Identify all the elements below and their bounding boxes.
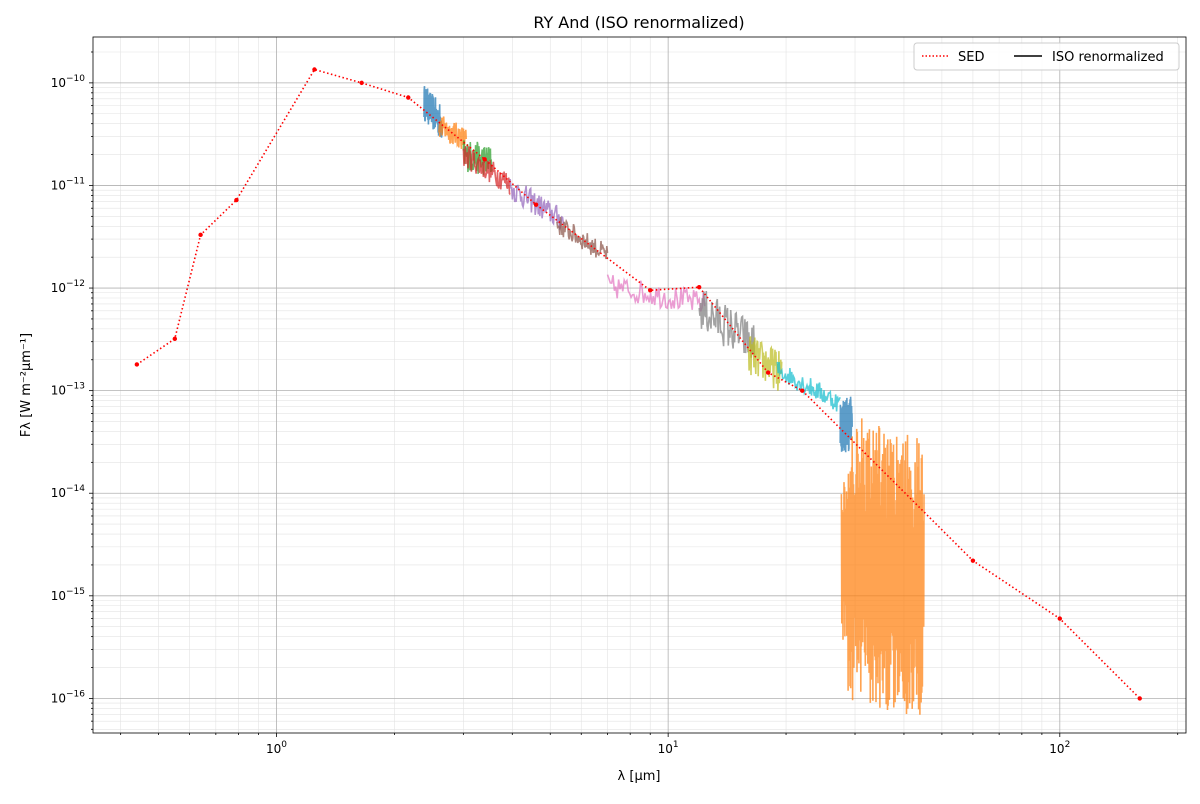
chart-title: RY And (ISO renormalized)	[533, 13, 744, 32]
sed-point	[359, 80, 364, 86]
y-tick-base: 10	[51, 486, 66, 500]
y-tick-label: 10−13	[51, 382, 85, 398]
iso-segment-line	[776, 361, 841, 412]
y-tick-base: 10	[51, 589, 66, 603]
iso-segment-line	[462, 146, 511, 195]
plot-background	[93, 37, 1186, 733]
x-tick-base: 10	[1049, 742, 1064, 756]
y-tick-base: 10	[51, 178, 66, 192]
x-tick-exponent: 1	[673, 740, 679, 750]
x-tick-label: 100	[266, 740, 287, 756]
y-tick-exponent: −14	[66, 484, 85, 494]
plot-area	[92, 36, 1187, 734]
sed-point	[234, 197, 239, 203]
sed-point	[533, 202, 539, 207]
y-tick-label: 10−16	[51, 689, 86, 705]
x-tick-base: 10	[658, 742, 673, 756]
y-tick-label: 10−15	[51, 587, 85, 603]
chart-legend: SED ISO renormalized	[913, 42, 1180, 71]
y-tick-base: 10	[51, 691, 66, 705]
legend-iso-label: ISO renormalized	[1052, 50, 1164, 65]
iso-segment-line	[839, 396, 853, 453]
y-tick-exponent: −15	[66, 587, 85, 597]
sed-point	[134, 362, 140, 367]
sed-point	[198, 232, 203, 238]
y-tick-exponent: −11	[66, 176, 85, 186]
sed-point	[172, 336, 178, 342]
y-tick-label: 10−14	[51, 484, 86, 500]
x-tick-base: 10	[266, 742, 281, 756]
y-tick-base: 10	[51, 281, 66, 295]
iso-segment-line	[747, 336, 783, 391]
y-tick-exponent: −12	[66, 279, 85, 289]
sed-point	[800, 388, 805, 393]
y-tick-label: 10−12	[51, 279, 85, 295]
sed-point	[1057, 616, 1063, 621]
plot-frame	[92, 36, 1187, 734]
sed-point	[648, 288, 653, 293]
x-axis-ticks: 100 101 102	[120, 733, 1179, 756]
y-tick-exponent: −13	[66, 382, 85, 392]
x-tick-label: 101	[658, 740, 679, 756]
iso-segment-line	[462, 140, 493, 176]
sed-point	[696, 284, 702, 290]
sed-point	[482, 157, 487, 162]
iso-segment-line	[840, 418, 925, 715]
iso-segment-line	[438, 116, 467, 149]
sed-point	[312, 67, 317, 72]
x-tick-label: 102	[1049, 740, 1070, 756]
iso-segment-line	[698, 290, 756, 358]
sed-line	[136, 68, 1141, 699]
y-tick-base: 10	[51, 384, 66, 398]
legend-box	[913, 42, 1180, 71]
sed-point	[970, 558, 976, 563]
x-tick-exponent: 2	[1065, 740, 1071, 750]
sed-series	[134, 67, 1142, 701]
y-tick-label: 10−11	[51, 176, 85, 192]
iso-segment-line	[606, 274, 706, 312]
y-tick-base: 10	[51, 76, 66, 90]
sed-point	[1137, 696, 1142, 701]
x-tick-exponent: 0	[281, 740, 287, 750]
sed-point	[406, 95, 411, 100]
sed-point	[765, 370, 771, 375]
y-tick-exponent: −10	[66, 74, 85, 84]
legend-sed-label: SED	[958, 50, 984, 65]
y-tick-exponent: −16	[66, 689, 85, 699]
x-axis-label: λ [μm]	[618, 769, 661, 784]
y-tick-label: 10−10	[51, 74, 86, 90]
y-axis-label: Fλ [W m⁻²μm⁻¹]	[19, 333, 34, 437]
